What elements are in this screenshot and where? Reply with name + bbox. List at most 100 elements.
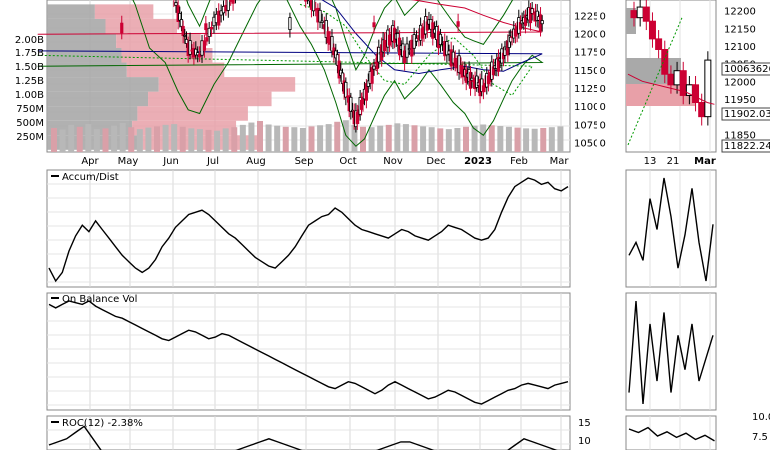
volume-axis-label: 2.00B [15,35,44,46]
zoom-candle-body [661,48,669,75]
candle-body [457,55,461,73]
volume-bar [214,130,221,152]
price-overlay-line [37,0,544,147]
candle-body [405,43,409,58]
zoom-price-axis-label: 11850 [724,130,756,141]
price-axis-label: 10500 [574,139,606,150]
volume-bar [325,124,332,152]
volume-bar [557,126,564,152]
candle-body [207,27,211,37]
volume-by-price-bar-down [47,4,95,19]
zoom-candle-body [704,59,712,118]
volume-bar [342,120,349,152]
roc-panel-zoom-frame [625,415,717,451]
volume-bar [119,122,126,152]
roc-zoom-line [628,426,715,442]
candle-body [209,26,214,30]
volume-by-price-bar-up [116,33,201,48]
candle-body [320,20,324,23]
zoom-candle-body [692,84,700,104]
candle-body [377,46,381,63]
volume-by-price-bar-up [105,18,177,34]
volume-bar [128,127,135,152]
candle-body [307,0,312,2]
volume-bar [265,124,272,152]
volume-bar [205,129,212,152]
volume-bar [308,126,315,152]
month-label: Aug [246,156,266,167]
candle-body [372,22,376,28]
candle-body [179,19,184,27]
volume-axis-label: 1.25B [15,76,44,87]
volume-bar [111,125,118,152]
volume-by-price-bar-down [47,18,106,34]
volume-by-price-bar-up [158,77,296,92]
volume-bar [59,129,66,152]
volume-bar [523,128,530,152]
candle-body [451,51,455,64]
volume-axis-label: 1.00B [15,90,44,101]
volume-bar [188,128,195,152]
obv-zoom-line [628,300,714,405]
volume-bar [394,123,401,152]
candle-body [372,65,376,70]
volume-bar [471,125,478,152]
zoom-dotted-line [627,17,683,146]
price-axis-label: 11000 [574,102,606,113]
volume-by-price-bar-up [137,106,248,121]
volume-bar [428,127,435,152]
accum-dist-line [48,177,569,283]
candle-body [540,20,544,25]
volume-bar [179,126,186,152]
accum-dist-title: Accum/Dist [62,172,119,183]
price-badge-text: 10063626 [724,64,770,75]
candle-body [304,0,308,2]
volume-bar [231,127,238,152]
zoom-date-label: Mar [694,156,716,167]
candle-body [326,31,330,44]
candle-body [226,0,230,11]
price-axis-label: 11750 [574,48,606,59]
candle-body [349,96,353,112]
volume-bar [411,125,418,152]
volume-bar [497,126,504,152]
zoom-vbp-bar [626,8,636,34]
volume-bar [368,127,375,152]
month-label: May [118,156,139,167]
month-label: Sep [295,156,314,167]
obv-line [48,300,569,405]
volume-bar [360,126,366,152]
candle-body [311,0,316,12]
zoom-candle-body [667,73,675,86]
volume-bar [85,124,92,152]
volume-axis-label: 500M [16,118,44,129]
volume-bar [102,128,109,152]
volume-axis-label: 1.50B [15,62,44,73]
volume-bar [171,124,178,152]
roc-axis-label: 15 [578,418,591,429]
candle-body [184,38,189,44]
zoom-price-axis-label: 11950 [724,95,756,106]
price-overlay-line [186,0,514,71]
volume-bar [531,128,538,152]
volume-axis-label: 1.75B [15,48,44,59]
candle-body [288,17,292,30]
candle-body [174,2,178,6]
price-badge-text: 11902.03 [724,109,770,120]
accum-dist-zoom-line [628,177,714,282]
volume-bar [154,126,160,152]
month-label: Nov [383,156,403,167]
price-overlay-line [37,3,534,96]
candle-body [324,20,328,38]
volume-bar [274,125,281,152]
zoom-candle-body [630,10,638,19]
accum-dist-panel-frame [46,169,571,288]
volume-bar [145,127,152,152]
volume-by-price-bar-down [47,106,138,121]
month-label: Oct [339,156,356,167]
candle-body [318,9,322,23]
volume-bar [480,124,487,152]
candle-body [370,67,374,84]
volume-bar [248,122,255,152]
